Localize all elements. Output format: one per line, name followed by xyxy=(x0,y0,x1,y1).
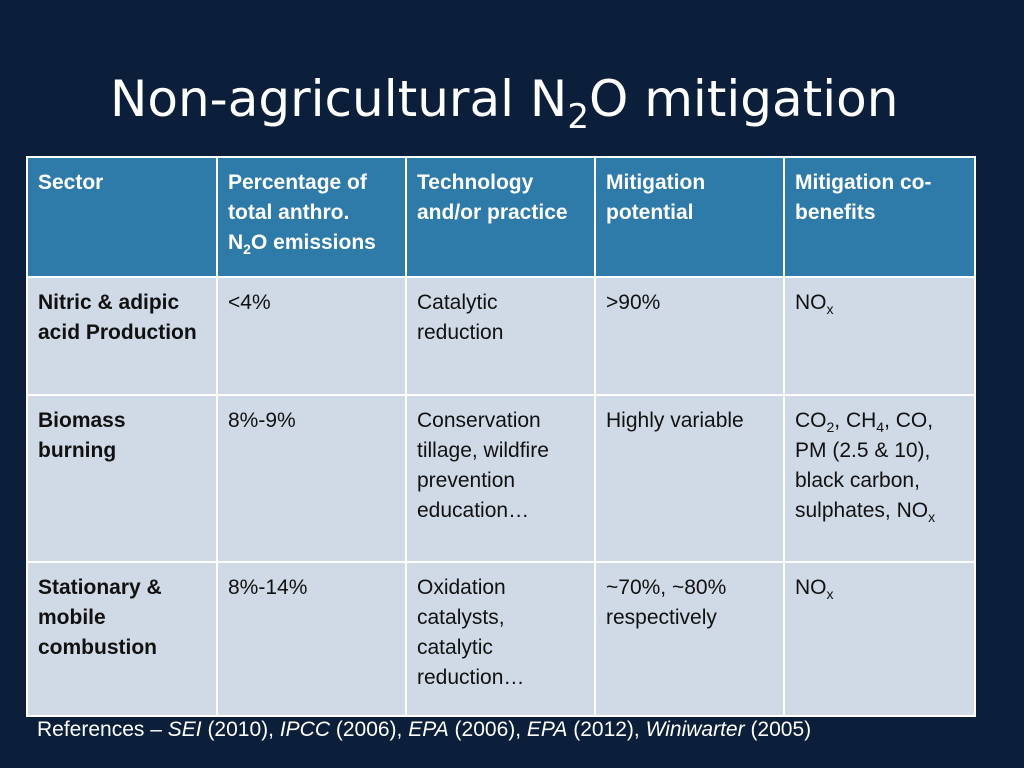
column-header-sector: Sector xyxy=(26,156,218,278)
nox-subscript: x xyxy=(826,586,834,602)
technology-cell: Oxidation catalysts, catalytic reduction… xyxy=(405,561,596,717)
percentage-header-line2: total anthro. xyxy=(228,201,350,224)
nox-prefix: NO xyxy=(795,291,827,314)
cobenefits-cell: NOx xyxy=(783,561,976,717)
reference-author: Winiwarter xyxy=(645,718,745,741)
references-line: References – SEI (2010), IPCC (2006), EP… xyxy=(37,714,811,746)
reference-year: (2010), xyxy=(201,718,280,741)
reference-year: (2006), xyxy=(448,718,527,741)
reference-author: EPA xyxy=(526,718,568,741)
nox-subscript: x xyxy=(928,509,936,525)
percentage-header-line3-prefix: N xyxy=(228,231,244,254)
percentage-cell: <4% xyxy=(216,276,407,396)
percentage-cell: 8%-9% xyxy=(216,394,407,563)
potential-cell: >90% xyxy=(594,276,785,396)
table-row: Nitric & adipic acid Production <4% Cata… xyxy=(26,276,976,396)
column-header-percentage: Percentage of total anthro. N2O emissions xyxy=(216,156,407,278)
sector-cell: Nitric & adipic acid Production xyxy=(26,276,218,396)
reference-year: (2005) xyxy=(744,718,812,741)
slide-title: Non-agricultural N2O mitigation xyxy=(110,62,898,136)
table-header-row: Sector Percentage of total anthro. N2O emi… xyxy=(26,156,976,278)
mitigation-table: Sector Percentage of total anthro. N2O emi… xyxy=(26,156,976,717)
percentage-header-line1: Percentage of xyxy=(228,171,367,194)
co2-prefix: CO xyxy=(795,409,827,432)
co2-subscript: 2 xyxy=(826,419,835,435)
title-suffix: O mitigation xyxy=(588,70,899,128)
technology-cell: Conservation tillage, wildfire preventio… xyxy=(405,394,596,563)
nox-prefix: NO xyxy=(896,499,929,522)
percentage-header-line3-suffix: O emissions xyxy=(250,231,376,254)
sector-cell: Stationary & mobile combustion xyxy=(26,561,218,717)
nox-prefix: NO xyxy=(795,576,827,599)
potential-cell: Highly variable xyxy=(594,394,785,563)
ch4-prefix: , CH xyxy=(834,409,877,432)
table-row: Biomass burning 8%-9% Conservation tilla… xyxy=(26,394,976,563)
technology-cell: Catalytic reduction xyxy=(405,276,596,396)
column-header-potential: Mitigation potential xyxy=(594,156,785,278)
percentage-cell: 8%-14% xyxy=(216,561,407,717)
nox-subscript: x xyxy=(826,301,834,317)
column-header-cobenefits: Mitigation co-benefits xyxy=(783,156,976,278)
title-subscript: 2 xyxy=(567,97,589,137)
references-lead: References – xyxy=(37,718,168,741)
reference-author: IPCC xyxy=(279,718,331,741)
cobenefits-text: , CO, PM (2.5 & 10), black carbon, sulph… xyxy=(795,409,934,522)
title-prefix: Non-agricultural N xyxy=(110,70,568,128)
ch4-subscript: 4 xyxy=(876,419,885,435)
cobenefits-cell: NOx xyxy=(783,276,976,396)
reference-author: SEI xyxy=(167,718,202,741)
table-row: Stationary & mobile combustion 8%-14% Ox… xyxy=(26,561,976,717)
reference-author: EPA xyxy=(408,718,449,741)
column-header-technology: Technology and/or practice xyxy=(405,156,596,278)
sector-cell: Biomass burning xyxy=(26,394,218,563)
potential-cell: ~70%, ~80% respectively xyxy=(594,561,785,717)
reference-year: (2006), xyxy=(330,718,409,741)
reference-year: (2012), xyxy=(567,718,646,741)
percentage-header-line3-subscript: 2 xyxy=(243,241,251,257)
cobenefits-cell: CO2, CH4, CO, PM (2.5 & 10), black carbo… xyxy=(783,394,976,563)
